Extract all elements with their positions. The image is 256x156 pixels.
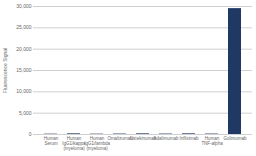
svg-text:HumanIgG1/kappa(myeloma): HumanIgG1/kappa(myeloma) [62,136,86,151]
svg-text:HumanTNF-alpha: HumanTNF-alpha [201,136,223,146]
svg-text:Golimumab: Golimumab [223,136,247,141]
svg-text:15,000: 15,000 [16,67,32,73]
html-text:(myeloma): (myeloma) [86,145,108,151]
svg-text:HumanSerum: HumanSerum [44,136,59,146]
svg-text:Fluorescence Signal: Fluorescence Signal [2,48,8,93]
svg-text:Ustekinumab: Ustekinumab [129,136,157,141]
svg-text:20,000: 20,000 [16,46,32,52]
svg-text:0: 0 [29,131,32,137]
svg-text:5,000: 5,000 [19,110,32,116]
svg-text:10,000: 10,000 [16,88,32,94]
html-text:IgG1/lambda: IgG1/lambda [84,141,110,146]
svg-text:30,000: 30,000 [16,3,32,9]
svg-text:Infliximab: Infliximab [179,136,199,141]
html-text:Human: Human [89,136,105,141]
svg-text:25,000: 25,000 [16,24,32,30]
svg-text:Omalizumab: Omalizumab [107,136,133,141]
svg-text:Adalimumab: Adalimumab [153,136,179,141]
